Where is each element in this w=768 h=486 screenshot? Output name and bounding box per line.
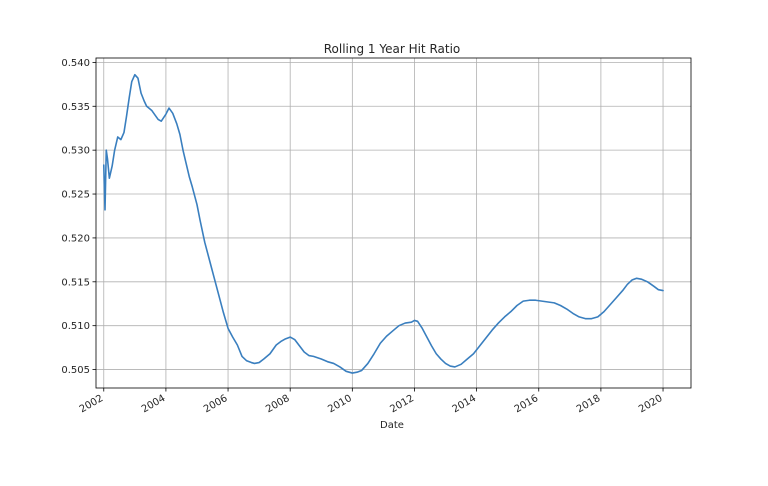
grid-lines bbox=[96, 58, 691, 388]
x-axis-label: Date bbox=[380, 420, 404, 431]
y-tick-label: 0.535 bbox=[61, 102, 90, 113]
y-tick-label: 0.510 bbox=[61, 321, 90, 332]
y-tick-label: 0.530 bbox=[61, 146, 90, 157]
plot-series bbox=[102, 73, 664, 374]
chart-title: Rolling 1 Year Hit Ratio bbox=[324, 42, 461, 56]
y-tick-label: 0.540 bbox=[61, 58, 90, 69]
series-line bbox=[102, 73, 664, 374]
y-tick-label: 0.525 bbox=[61, 190, 90, 201]
y-tick-label: 0.505 bbox=[61, 365, 90, 376]
y-axis: 0.505 0.510 0.515 0.520 0.525 0.530 0.535 0.540 bbox=[61, 58, 96, 376]
plot-frame bbox=[95, 57, 692, 389]
y-tick-label: 0.515 bbox=[61, 277, 90, 288]
y-tick-label: 0.520 bbox=[61, 233, 90, 244]
